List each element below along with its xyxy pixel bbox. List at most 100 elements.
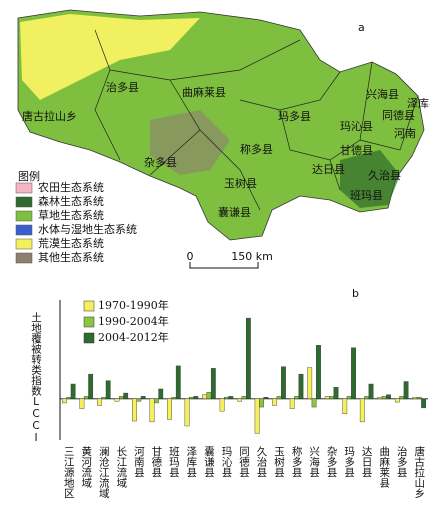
legend-label: 农田生态系统 bbox=[38, 180, 104, 194]
bar bbox=[189, 396, 194, 400]
bar bbox=[421, 398, 427, 409]
bar bbox=[167, 398, 172, 420]
county-label: 曲麻莱县 bbox=[182, 85, 226, 99]
bar bbox=[386, 394, 391, 400]
bar bbox=[307, 367, 313, 400]
county-label: 玛沁县 bbox=[340, 120, 373, 133]
x-tick-label: 黄河流域 bbox=[80, 445, 92, 488]
x-tick-label: 长江流域 bbox=[115, 446, 127, 488]
legend-label: 其他生态系统 bbox=[38, 250, 104, 264]
county-label: 唐古拉山乡 bbox=[22, 109, 77, 123]
x-tick-label: 曲麻莱县 bbox=[378, 446, 390, 489]
bar bbox=[329, 396, 335, 400]
legend-swatch bbox=[15, 182, 33, 194]
bar bbox=[228, 396, 234, 400]
bar bbox=[171, 396, 177, 400]
legend-swatch bbox=[15, 196, 33, 208]
legend-label: 荒漠生态系统 bbox=[38, 236, 104, 250]
bar bbox=[158, 388, 164, 400]
bar bbox=[153, 398, 159, 404]
county-label: 河南 bbox=[394, 127, 416, 140]
bar bbox=[316, 345, 321, 400]
bar bbox=[254, 398, 260, 434]
bar bbox=[79, 398, 85, 409]
y-axis-label: 土地覆被转类指数LCCI bbox=[30, 311, 42, 444]
x-tick-label: 杂多县 bbox=[326, 446, 338, 478]
county-label: 泽库县 bbox=[407, 97, 430, 110]
bar bbox=[403, 381, 409, 400]
bar bbox=[202, 394, 207, 400]
bar bbox=[123, 392, 129, 400]
scale-bar bbox=[189, 262, 259, 269]
legend-label: 1970-1990年 bbox=[98, 298, 169, 312]
bar bbox=[105, 380, 111, 400]
county-label: 同德县 bbox=[382, 108, 415, 122]
bar bbox=[368, 383, 374, 400]
x-tick-label: 三江源地区 bbox=[63, 446, 75, 499]
bar bbox=[101, 396, 107, 400]
bar bbox=[88, 373, 94, 400]
legend-label: 水体与湿地生态系统 bbox=[38, 222, 137, 236]
forest-area bbox=[340, 150, 400, 208]
county-label: 杂多县 bbox=[144, 155, 177, 169]
bar bbox=[241, 396, 247, 400]
bar bbox=[272, 398, 278, 406]
legend-label: 2004-2012年 bbox=[98, 330, 169, 344]
panel-label: b bbox=[352, 287, 359, 300]
bar bbox=[377, 396, 383, 400]
bar bbox=[276, 396, 282, 400]
bar bbox=[245, 317, 251, 400]
bar bbox=[132, 398, 137, 422]
x-tick-label: 唐古拉山乡 bbox=[413, 445, 425, 498]
county-label: 兴海县 bbox=[366, 87, 399, 101]
bar bbox=[175, 365, 181, 400]
legend-title: 图例 bbox=[18, 169, 40, 183]
x-tick-label: 称多县 bbox=[291, 445, 303, 478]
county-label: 玛多县 bbox=[278, 109, 311, 123]
legend-swatch bbox=[83, 300, 95, 312]
bar bbox=[219, 398, 225, 412]
bar bbox=[364, 396, 370, 400]
x-tick-label: 班玛县 bbox=[168, 446, 180, 478]
bar bbox=[281, 366, 286, 400]
x-tick-label: 玉树县 bbox=[273, 446, 285, 478]
x-tick-label: 囊谦县 bbox=[203, 445, 215, 478]
map: a 图例 农田生态系统森林生态系统草地生态系统水体与湿地生态系统荒漠生态系统其他… bbox=[15, 9, 430, 269]
bar bbox=[149, 398, 155, 423]
bar bbox=[381, 396, 387, 400]
bar bbox=[136, 398, 142, 402]
bar bbox=[83, 396, 89, 400]
bar bbox=[311, 398, 317, 408]
bar bbox=[394, 398, 400, 403]
x-tick-label: 治多县 bbox=[396, 445, 408, 478]
county-label: 治多县 bbox=[106, 80, 139, 94]
bar bbox=[206, 392, 212, 400]
bar bbox=[333, 387, 339, 400]
bar bbox=[346, 396, 352, 400]
bar bbox=[298, 373, 304, 400]
legend-label: 草地生态系统 bbox=[38, 208, 104, 222]
county-label: 班玛县 bbox=[350, 189, 383, 202]
x-tick-label: 兴海县 bbox=[308, 446, 320, 478]
bar bbox=[342, 398, 348, 414]
bar bbox=[210, 368, 216, 400]
legend-swatch bbox=[15, 238, 33, 250]
bar bbox=[184, 398, 190, 427]
bar bbox=[399, 396, 405, 400]
legend-swatch bbox=[15, 252, 33, 264]
bar bbox=[70, 383, 76, 400]
bar bbox=[97, 398, 102, 406]
bar bbox=[359, 398, 365, 423]
bar bbox=[324, 396, 330, 400]
scale-end: 150 km bbox=[231, 250, 273, 263]
panel-label: a bbox=[358, 21, 365, 34]
borders bbox=[94, 29, 419, 211]
bar bbox=[416, 396, 422, 400]
bar bbox=[118, 396, 124, 400]
county-label: 达日县 bbox=[312, 163, 345, 176]
bar bbox=[259, 398, 264, 408]
bar bbox=[351, 347, 356, 400]
scale-start: 0 bbox=[187, 250, 194, 263]
